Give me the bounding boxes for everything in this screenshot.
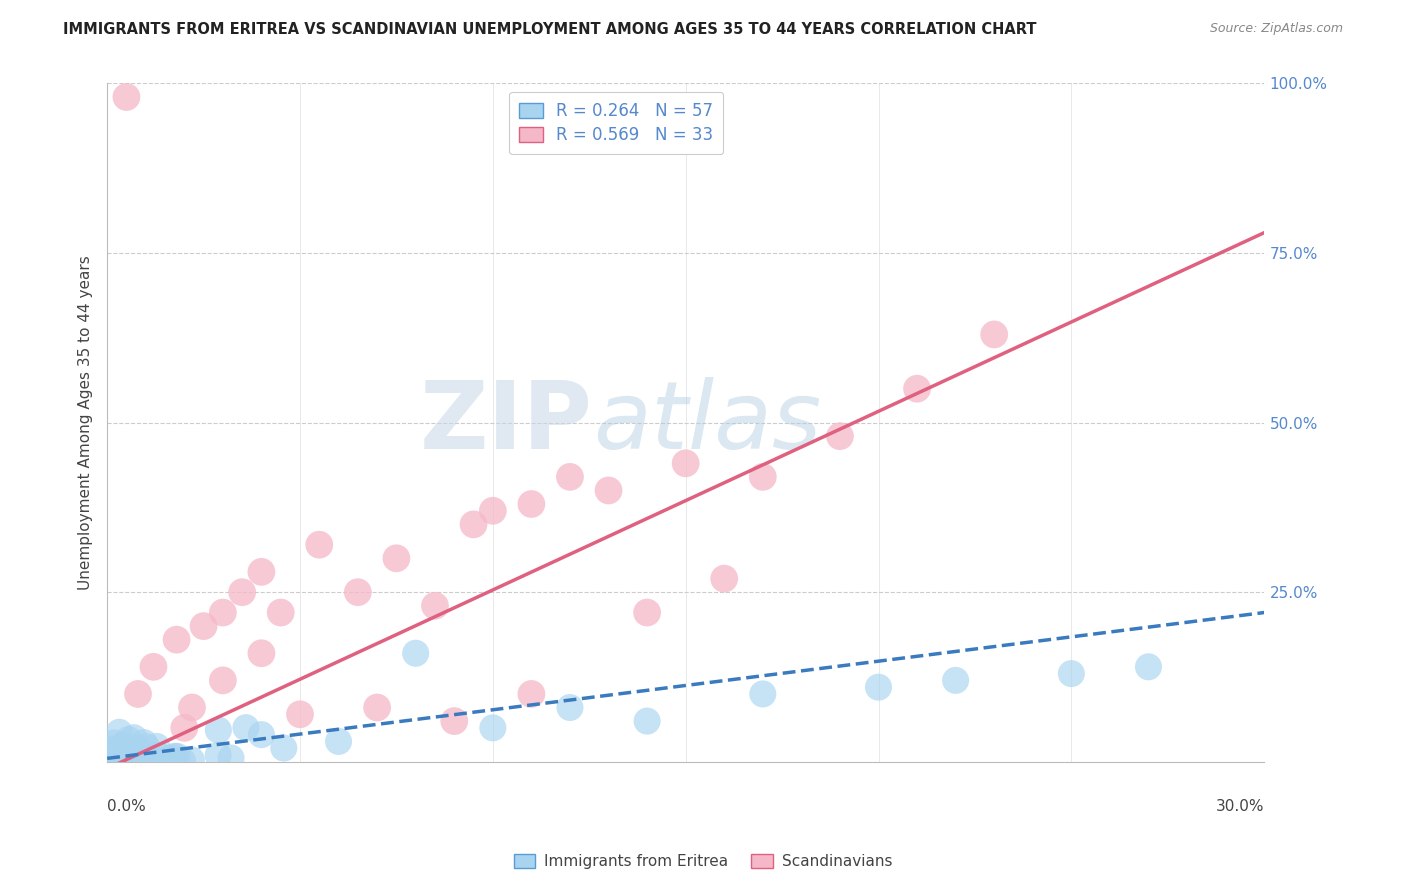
Immigrants from Eritrea [482,721,505,735]
Scandinavians [115,90,138,104]
Immigrants from Eritrea [100,746,122,760]
Y-axis label: Unemployment Among Ages 35 to 44 years: Unemployment Among Ages 35 to 44 years [79,255,93,590]
Immigrants from Eritrea [405,646,427,660]
Immigrants from Eritrea [100,745,122,759]
Scandinavians [181,700,204,714]
Immigrants from Eritrea [135,739,157,754]
Text: IMMIGRANTS FROM ERITREA VS SCANDINAVIAN UNEMPLOYMENT AMONG AGES 35 TO 44 YEARS C: IMMIGRANTS FROM ERITREA VS SCANDINAVIAN … [63,22,1036,37]
Text: 0.0%: 0.0% [107,799,146,814]
Immigrants from Eritrea [250,728,273,742]
Immigrants from Eritrea [103,736,125,750]
Immigrants from Eritrea [100,747,122,762]
Immigrants from Eritrea [127,751,149,765]
Scandinavians [166,632,188,647]
Immigrants from Eritrea [636,714,658,728]
Scandinavians [443,714,465,728]
Scandinavians [231,585,253,599]
Legend: Immigrants from Eritrea, Scandinavians: Immigrants from Eritrea, Scandinavians [508,848,898,875]
Scandinavians [366,700,388,714]
Scandinavians [127,687,149,701]
Immigrants from Eritrea [117,732,139,747]
Immigrants from Eritrea [145,739,167,754]
Scandinavians [288,707,311,722]
Scandinavians [250,646,273,660]
Scandinavians [752,470,775,484]
Immigrants from Eritrea [111,742,134,756]
Text: Source: ZipAtlas.com: Source: ZipAtlas.com [1209,22,1343,36]
Scandinavians [173,721,195,735]
Immigrants from Eritrea [219,751,242,765]
Scandinavians [385,551,408,566]
Immigrants from Eritrea [235,721,257,735]
Scandinavians [347,585,370,599]
Immigrants from Eritrea [1137,660,1160,674]
Immigrants from Eritrea [111,747,134,762]
Immigrants from Eritrea [132,735,155,749]
Immigrants from Eritrea [166,749,188,764]
Immigrants from Eritrea [1060,666,1083,681]
Legend: R = 0.264   N = 57, R = 0.569   N = 33: R = 0.264 N = 57, R = 0.569 N = 33 [509,92,723,154]
Immigrants from Eritrea [156,753,179,767]
Scandinavians [463,517,485,532]
Text: ZIP: ZIP [420,376,593,468]
Immigrants from Eritrea [138,752,160,766]
Text: atlas: atlas [593,377,821,468]
Scandinavians [598,483,620,498]
Scandinavians [905,382,928,396]
Scandinavians [983,327,1005,342]
Scandinavians [713,572,735,586]
Scandinavians [423,599,446,613]
Scandinavians [482,504,505,518]
Scandinavians [142,660,165,674]
Immigrants from Eritrea [207,723,229,738]
Immigrants from Eritrea [149,755,172,769]
Scandinavians [212,673,235,688]
Immigrants from Eritrea [207,748,229,763]
Immigrants from Eritrea [124,743,146,757]
Immigrants from Eritrea [180,753,202,767]
Scandinavians [270,606,292,620]
Immigrants from Eritrea [114,748,136,763]
Immigrants from Eritrea [752,687,775,701]
Immigrants from Eritrea [945,673,967,688]
Immigrants from Eritrea [131,753,153,767]
Immigrants from Eritrea [100,742,122,756]
Text: 30.0%: 30.0% [1216,799,1264,814]
Immigrants from Eritrea [558,700,581,714]
Immigrants from Eritrea [127,753,149,767]
Immigrants from Eritrea [163,749,186,764]
Immigrants from Eritrea [328,734,350,748]
Scandinavians [250,565,273,579]
Immigrants from Eritrea [132,749,155,764]
Scandinavians [675,456,697,470]
Immigrants from Eritrea [124,754,146,768]
Immigrants from Eritrea [108,725,131,739]
Immigrants from Eritrea [148,748,170,763]
Immigrants from Eritrea [172,754,194,768]
Scandinavians [520,497,543,511]
Immigrants from Eritrea [273,741,295,756]
Immigrants from Eritrea [125,741,148,756]
Scandinavians [828,429,851,443]
Immigrants from Eritrea [107,743,129,757]
Immigrants from Eritrea [117,748,139,763]
Immigrants from Eritrea [868,680,890,694]
Scandinavians [193,619,215,633]
Scandinavians [212,606,235,620]
Immigrants from Eritrea [128,749,150,764]
Immigrants from Eritrea [118,750,141,764]
Scandinavians [520,687,543,701]
Scandinavians [636,606,658,620]
Immigrants from Eritrea [122,731,145,745]
Scandinavians [558,470,581,484]
Immigrants from Eritrea [117,751,139,765]
Immigrants from Eritrea [111,739,134,753]
Scandinavians [308,538,330,552]
Immigrants from Eritrea [160,751,183,765]
Immigrants from Eritrea [118,742,141,756]
Immigrants from Eritrea [107,747,129,762]
Immigrants from Eritrea [124,747,146,762]
Immigrants from Eritrea [128,749,150,764]
